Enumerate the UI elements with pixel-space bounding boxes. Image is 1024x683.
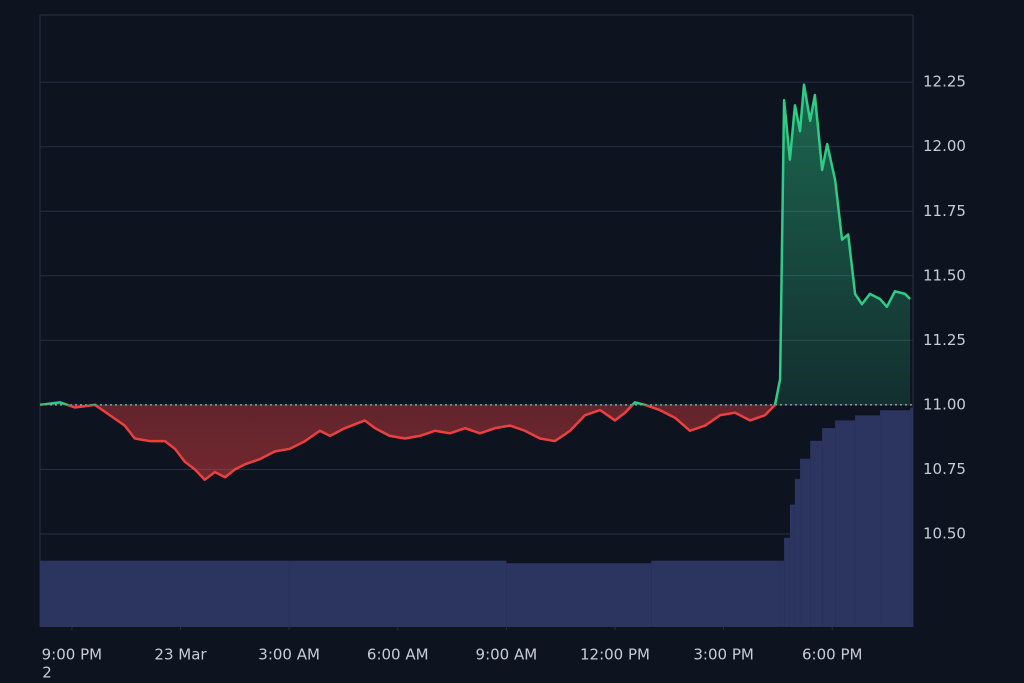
price-line bbox=[39, 83, 911, 405]
y-tick-label: 10.75 bbox=[923, 460, 966, 478]
volume-bar bbox=[910, 407, 913, 627]
y-tick-label: 12.00 bbox=[923, 137, 966, 155]
price-line bbox=[40, 404, 777, 482]
x-tick-label: 6:00 AM bbox=[367, 646, 429, 664]
volume-bar bbox=[794, 479, 801, 627]
volume-bar bbox=[810, 440, 823, 627]
y-tick-label: 12.25 bbox=[923, 73, 966, 91]
volume-bar bbox=[822, 428, 836, 627]
corner-text: 2 bbox=[42, 664, 52, 682]
x-tick-label: 12:00 PM bbox=[580, 646, 650, 664]
volume-bar bbox=[789, 504, 795, 627]
volume-bar bbox=[651, 560, 781, 627]
x-tick-label: 23 Mar bbox=[154, 646, 207, 664]
volume-bar bbox=[780, 560, 785, 627]
y-tick-label: 11.75 bbox=[923, 202, 966, 220]
volume-bar bbox=[880, 410, 911, 627]
price-area bbox=[67, 404, 776, 480]
y-tick-label: 10.50 bbox=[923, 525, 966, 543]
volume-bar bbox=[855, 415, 881, 627]
price-area bbox=[40, 84, 911, 405]
volume-bar bbox=[506, 563, 652, 627]
volume-bar bbox=[289, 560, 507, 627]
y-tick-label: 11.25 bbox=[923, 331, 966, 349]
x-tick-label: 9:00 AM bbox=[476, 646, 538, 664]
y-tick-label: 11.50 bbox=[923, 266, 966, 284]
x-tick-label: 3:00 PM bbox=[693, 646, 753, 664]
volume-bar bbox=[835, 420, 856, 627]
volume-bar bbox=[40, 560, 290, 627]
volume-bar bbox=[784, 537, 790, 627]
x-tick-label: 6:00 PM bbox=[802, 646, 862, 664]
x-tick-label: 3:00 AM bbox=[258, 646, 320, 664]
x-tick-label: 9:00 PM bbox=[42, 646, 102, 664]
y-tick-label: 11.00 bbox=[923, 395, 966, 413]
volume-bar bbox=[800, 458, 811, 627]
